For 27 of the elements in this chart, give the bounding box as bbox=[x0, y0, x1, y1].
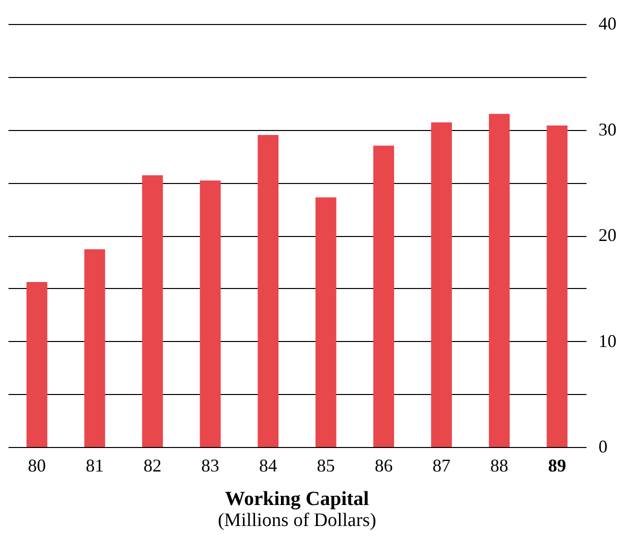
bar bbox=[84, 249, 106, 447]
x-tick-label: 82 bbox=[144, 456, 162, 476]
bar bbox=[200, 180, 221, 447]
bar bbox=[26, 282, 48, 447]
x-tick-label: 83 bbox=[201, 456, 220, 476]
bar bbox=[258, 135, 279, 447]
bar bbox=[315, 197, 336, 447]
y-tick-label: 30 bbox=[598, 119, 616, 140]
text: Working Capital bbox=[225, 488, 370, 510]
x-tick-label: 86 bbox=[374, 456, 393, 476]
x-tick-label: 84 bbox=[259, 456, 278, 476]
y-tick-label: 0 bbox=[598, 436, 608, 456]
x-tick-label: 85 bbox=[316, 456, 335, 476]
bar bbox=[142, 175, 163, 447]
bar bbox=[546, 126, 568, 447]
x-tick-label: 81 bbox=[86, 456, 104, 476]
y-tick-label: 40 bbox=[598, 14, 616, 34]
bar bbox=[488, 114, 510, 447]
x-tick-label: 89 bbox=[548, 456, 566, 476]
y-tick-label: 10 bbox=[598, 330, 616, 351]
x-tick-label: 87 bbox=[432, 456, 450, 476]
y-tick-label: 20 bbox=[598, 225, 616, 245]
bar bbox=[431, 122, 452, 447]
text: (Millions of Dollars) bbox=[218, 510, 376, 531]
x-tick-label: 88 bbox=[490, 456, 508, 476]
bar bbox=[373, 146, 394, 447]
x-tick-label: 80 bbox=[28, 456, 46, 476]
